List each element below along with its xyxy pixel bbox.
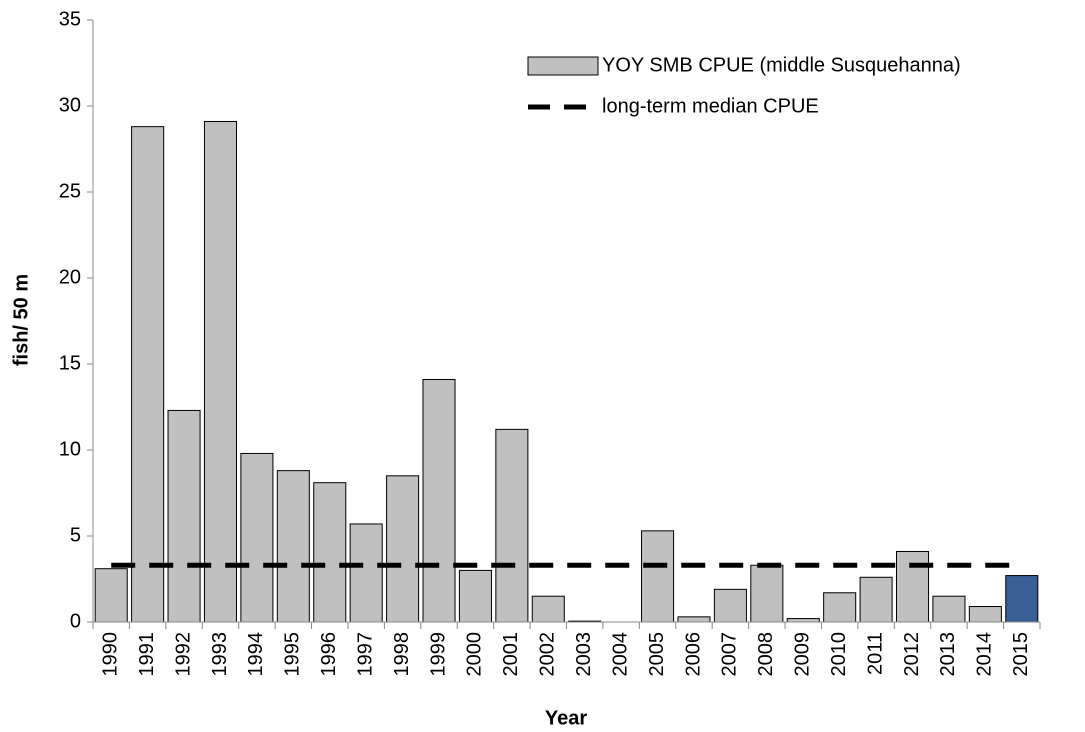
bar [131, 126, 165, 623]
x-tick-label: 2010 [828, 632, 850, 677]
bar [932, 595, 966, 623]
x-tick-label: 1992 [172, 632, 194, 677]
bar [349, 523, 383, 623]
bar [386, 475, 420, 623]
x-tick-label: 2007 [719, 632, 741, 677]
bar [531, 595, 565, 623]
y-tick-label: 0 [70, 610, 81, 632]
y-axis-title: fish/ 50 m [10, 274, 32, 366]
bar [823, 592, 857, 623]
y-tick-label: 30 [59, 94, 81, 116]
bar [458, 569, 492, 623]
bar [94, 568, 128, 623]
legend-label: long-term median CPUE [602, 95, 819, 117]
bar [203, 120, 238, 623]
y-tick-label: 20 [59, 266, 81, 288]
bar [422, 378, 456, 623]
bar [750, 564, 784, 623]
bar [1005, 575, 1039, 623]
bar [895, 550, 930, 623]
x-tick-label: 2014 [974, 632, 996, 677]
x-tick-label: 2011 [864, 632, 886, 675]
bar [677, 616, 711, 623]
x-tick-label: 2002 [537, 632, 559, 677]
x-tick-label: 2000 [464, 632, 486, 677]
x-tick-label: 1996 [318, 632, 340, 677]
bar [968, 606, 1002, 623]
x-axis-title: Year [545, 707, 587, 729]
bar [786, 618, 820, 623]
y-tick-label: 5 [70, 524, 81, 546]
bar [641, 530, 675, 623]
x-tick-label: 1995 [282, 632, 304, 677]
x-tick-label: 2006 [682, 632, 704, 677]
y-tick-label: 10 [59, 438, 81, 460]
x-tick-label: 1994 [245, 632, 267, 677]
x-tick-label: 2004 [609, 632, 631, 677]
x-tick-label: 2013 [937, 632, 959, 677]
x-tick-label: 2003 [573, 632, 595, 677]
x-tick-label: 1993 [209, 632, 231, 677]
x-tick-label: 1999 [427, 632, 449, 677]
x-tick-label: 2009 [792, 632, 814, 677]
x-tick-label: 2015 [1010, 632, 1032, 677]
x-tick-label: 1991 [136, 632, 158, 677]
x-tick-label: 2005 [646, 632, 668, 677]
bar [276, 470, 310, 623]
bar [240, 452, 274, 623]
y-tick-label: 25 [59, 180, 81, 202]
x-tick-label: 2008 [755, 632, 777, 677]
y-tick-label: 35 [59, 8, 81, 30]
x-tick-label: 1990 [99, 632, 121, 677]
bar [167, 409, 201, 623]
x-tick-label: 1998 [391, 632, 413, 677]
x-tick-label: 1997 [354, 632, 376, 677]
y-tick-label: 15 [59, 352, 81, 374]
legend-label: YOY SMB CPUE (middle Susquehanna) [602, 54, 961, 76]
legend-swatch [527, 56, 599, 76]
bar [313, 482, 347, 623]
bar [495, 428, 529, 623]
x-tick-label: 2012 [901, 632, 923, 677]
bar [713, 588, 747, 623]
x-tick-label: 2001 [500, 632, 522, 677]
bar [859, 576, 893, 623]
